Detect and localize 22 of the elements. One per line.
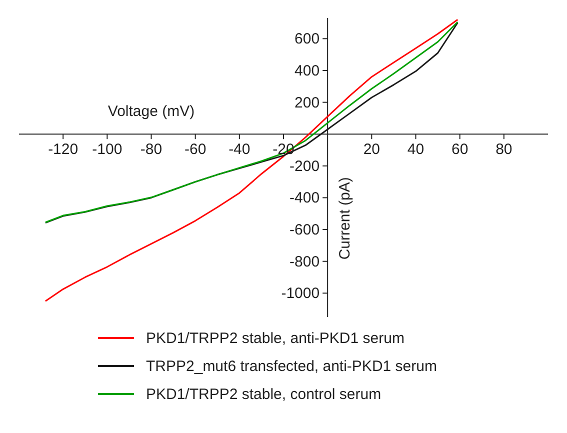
x-tick-label: -60 (184, 141, 206, 158)
x-tick-label: 60 (451, 141, 468, 158)
y-tick-label: -400 (290, 190, 320, 207)
y-axis-title: Current (pA) (336, 177, 354, 260)
legend-label: PKD1/TRPP2 stable, anti-PKD1 serum (146, 330, 404, 346)
x-tick-label: -120 (48, 141, 78, 158)
y-tick-label: -600 (290, 222, 320, 239)
legend-label: PKD1/TRPP2 stable, control serum (146, 386, 382, 402)
y-tick-label: -200 (290, 158, 320, 175)
y-tick-label: -1000 (281, 285, 320, 302)
x-tick-label: -80 (140, 141, 162, 158)
x-axis-title: Voltage (mV) (108, 103, 195, 120)
y-tick-label: 400 (294, 62, 320, 80)
x-tick-label: 20 (363, 141, 380, 158)
y-tick-label: 600 (294, 30, 320, 48)
legend-label: TRPP2_mut6 transfected, anti-PKD1 serum (146, 358, 437, 374)
y-tick-label: -800 (290, 253, 320, 270)
x-tick-label: -100 (92, 141, 122, 158)
y-tick-label: 200 (294, 94, 320, 112)
x-tick-label: 40 (407, 141, 424, 158)
x-tick-label: -40 (228, 141, 250, 158)
x-tick-label: 80 (496, 141, 512, 158)
